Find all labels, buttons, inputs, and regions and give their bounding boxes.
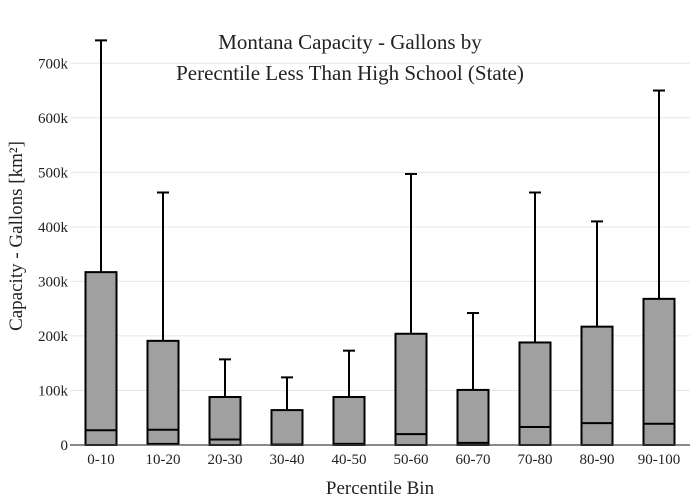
box (518, 341, 552, 446)
box-item-20-30 (208, 358, 242, 447)
box-item-10-20 (146, 191, 180, 445)
box (580, 325, 614, 446)
box-item-40-50 (332, 349, 366, 447)
x-axis-title: Percentile Bin (326, 478, 435, 499)
box-item-70-80 (518, 191, 552, 446)
x-tick-label: 70-80 (518, 452, 553, 468)
x-tick-label: 50-60 (394, 452, 429, 468)
y-tick-label: 600k (38, 111, 69, 127)
y-tick-label: 700k (38, 56, 69, 72)
chart-title-line-1: Montana Capacity - Gallons by (218, 30, 482, 54)
x-tick-label: 10-20 (146, 452, 181, 468)
y-tick-label: 200k (38, 329, 69, 345)
box (270, 409, 304, 446)
box-item-90-100 (642, 89, 676, 447)
box-series (84, 39, 676, 447)
x-tick-label: 30-40 (270, 452, 305, 468)
box (84, 271, 118, 446)
x-tick-label: 90-100 (638, 452, 681, 468)
x-tick-label: 80-90 (580, 452, 615, 468)
y-tick-label: 0 (61, 438, 69, 454)
gridlines (70, 62, 690, 391)
box (208, 396, 242, 447)
x-tick-label: 0-10 (87, 452, 115, 468)
x-tick-label: 40-50 (332, 452, 367, 468)
y-axis-title: Capacity - Gallons [km²] (6, 141, 27, 331)
y-tick-label: 300k (38, 274, 69, 290)
chart-title-line-2: Perecntile Less Than High School (State) (176, 61, 524, 85)
axes: 0 100k 200k 300k 400k 500k 600k 700k 0-10 10-20 20… (38, 56, 690, 468)
box (394, 332, 428, 447)
box (456, 388, 490, 446)
box-item-30-40 (270, 376, 304, 446)
x-tick-label: 20-30 (208, 452, 243, 468)
box-item-80-90 (580, 220, 614, 446)
y-tick-label: 500k (38, 165, 69, 181)
x-tick-label: 60-70 (456, 452, 491, 468)
box (332, 396, 366, 447)
box-item-60-70 (456, 312, 490, 446)
box-item-0-10 (84, 39, 118, 446)
y-tick-label: 100k (38, 383, 69, 399)
box (146, 339, 180, 445)
box-item-50-60 (394, 172, 428, 447)
y-tick-label: 400k (38, 220, 69, 236)
